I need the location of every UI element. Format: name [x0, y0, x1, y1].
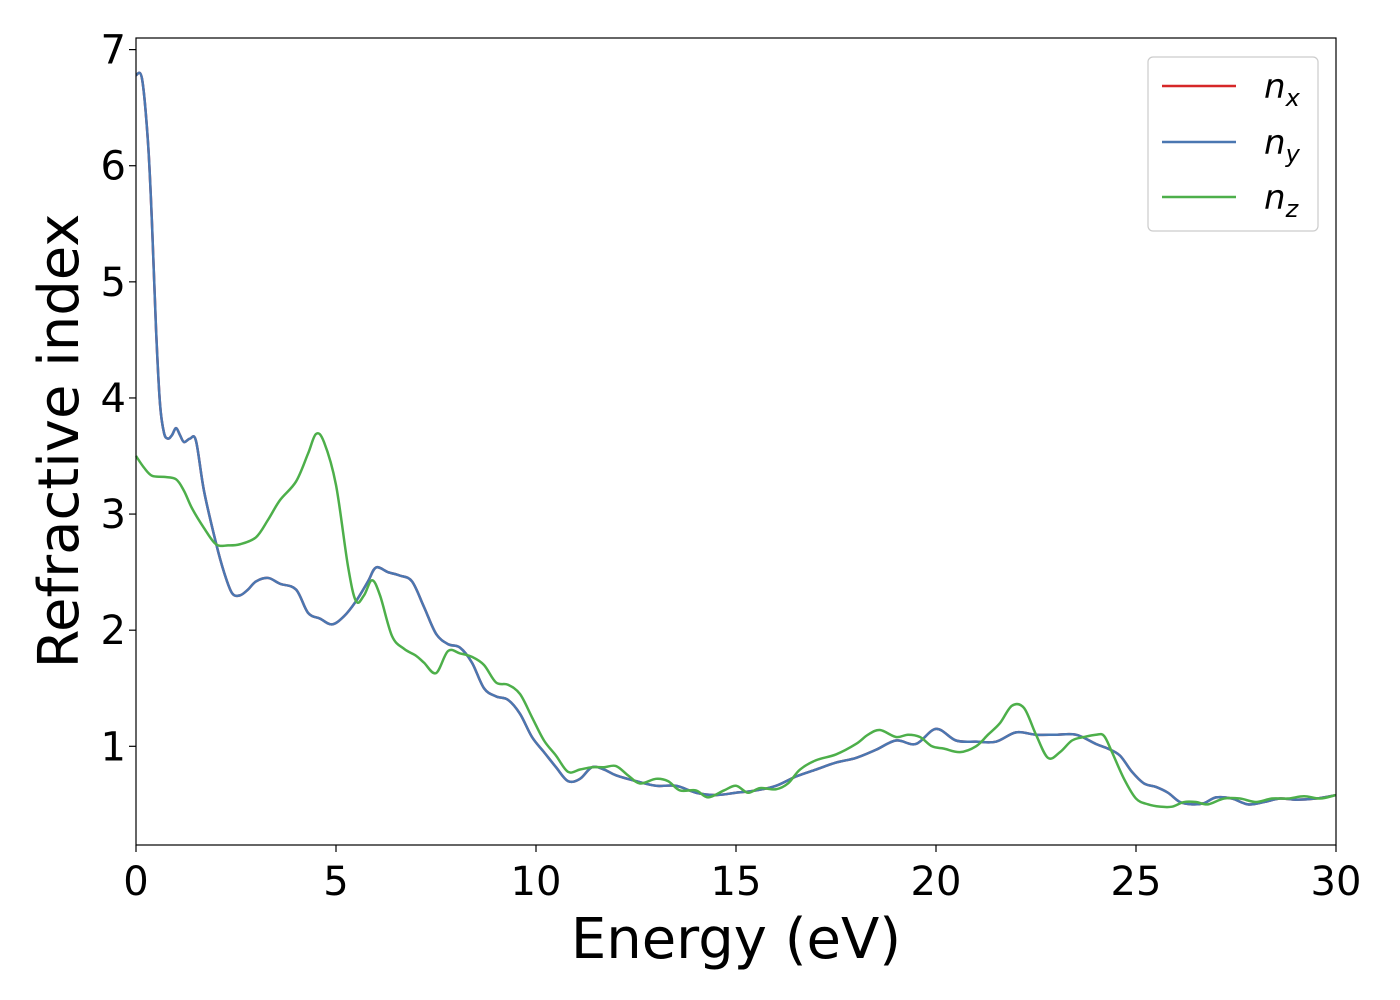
plot-frame	[135, 37, 1337, 846]
y-tick-label: 3	[101, 492, 126, 538]
x-tick-label: 0	[123, 859, 148, 905]
legend: nx ny nz	[1147, 56, 1319, 232]
x-tick-label: 15	[711, 859, 762, 905]
y-tick-label: 1	[101, 724, 126, 770]
y-tick-label: 6	[101, 144, 126, 190]
legend-label-ny-main: n	[1264, 123, 1286, 163]
x-tick-label: 20	[911, 859, 962, 905]
legend-label-nx-main: n	[1264, 67, 1286, 107]
x-axis-label: Energy (eV)	[571, 907, 901, 972]
ticks-layer: 0 5 10 15 20 25 30 1 2 3 4 5 6 7	[101, 28, 1362, 905]
legend-label-nz-main: n	[1264, 178, 1286, 218]
legend-label-nz: nz	[1264, 178, 1300, 223]
series-line-ny	[134, 71, 1337, 806]
legend-label-ny-sub: y	[1285, 140, 1301, 168]
plot-area	[136, 38, 1336, 845]
legend-box	[1147, 56, 1319, 232]
series-layer	[134, 71, 1337, 809]
legend-label-ny: ny	[1264, 123, 1301, 168]
x-tick-label: 10	[511, 859, 562, 905]
y-axis-label: Refractive index	[27, 214, 92, 669]
legend-label-nz-sub: z	[1285, 195, 1300, 223]
legend-label-nx: nx	[1264, 67, 1301, 112]
series-line-nz	[134, 431, 1337, 809]
x-tick-label: 25	[1111, 859, 1162, 905]
y-tick-label: 4	[101, 376, 126, 422]
x-tick-label: 5	[323, 859, 348, 905]
y-tick-label: 5	[101, 260, 126, 306]
x-tick-label: 30	[1311, 859, 1362, 905]
y-tick-label: 2	[101, 608, 126, 654]
legend-label-nx-sub: x	[1285, 84, 1301, 112]
y-tick-label: 7	[101, 28, 126, 74]
